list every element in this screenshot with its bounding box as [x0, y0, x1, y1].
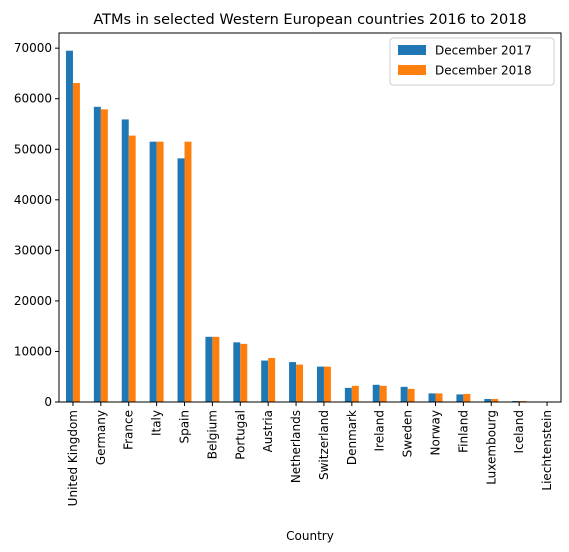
- legend: December 2017 December 2018: [389, 37, 555, 86]
- bar-dec-2018-belgium: [212, 336, 220, 402]
- chart-title: ATMs in selected Western European countr…: [93, 12, 526, 28]
- y-tick-label: 30000: [14, 243, 52, 257]
- bar-dec-2017-spain: [177, 158, 185, 402]
- y-tick-label: 60000: [14, 92, 52, 106]
- bar-dec-2018-france: [128, 135, 136, 402]
- bar-dec-2017-austria: [261, 360, 269, 402]
- bar-dec-2018-norway: [435, 393, 443, 402]
- bar-dec-2018-italy: [156, 141, 164, 402]
- x-tick-label: Belgium: [205, 410, 219, 459]
- x-tick-label: Denmark: [345, 410, 359, 465]
- bar-dec-2018-spain: [184, 141, 192, 402]
- x-tick-label: Portugal: [233, 410, 247, 460]
- y-tick-label: 50000: [14, 142, 52, 156]
- bar-dec-2017-iceland: [512, 400, 520, 402]
- plot-frame: [58, 32, 562, 403]
- x-tick-label: Netherlands: [289, 410, 303, 483]
- y-tick-label: 10000: [14, 344, 52, 358]
- legend-swatch-dec-2017: [398, 45, 426, 55]
- bar-dec-2017-finland: [456, 394, 464, 402]
- x-tick-label: Finland: [456, 410, 470, 453]
- bar-dec-2018-portugal: [240, 343, 248, 402]
- x-tick-label: Spain: [178, 410, 192, 444]
- bar-dec-2017-switzerland: [316, 366, 324, 402]
- y-tick-label: 20000: [14, 294, 52, 308]
- x-tick-label: Norway: [429, 410, 443, 456]
- y-axis: 0 10000 20000 30000 40000 50000 60000 70000: [14, 41, 59, 409]
- x-tick-label: Sweden: [401, 410, 415, 457]
- bar-dec-2017-sweden: [400, 386, 408, 402]
- x-tick-label: Liechtenstein: [540, 410, 554, 491]
- legend-box: [389, 37, 555, 86]
- bar-dec-2018-finland: [463, 393, 471, 402]
- bar-dec-2018-united-kingdom: [72, 83, 80, 402]
- bar-dec-2018-ireland: [379, 385, 387, 402]
- bar-dec-2018-iceland: [519, 400, 527, 402]
- x-tick-label: United Kingdom: [66, 410, 80, 506]
- x-tick-label: Italy: [150, 410, 164, 436]
- bar-dec-2017-norway: [428, 393, 436, 402]
- bar-dec-2018-sweden: [407, 388, 415, 402]
- x-tick-label: Austria: [261, 410, 275, 452]
- legend-label-dec-2018: December 2018: [435, 64, 532, 78]
- x-tick-label: France: [122, 410, 136, 450]
- x-axis-label: Country: [286, 529, 334, 543]
- x-tick-label: Iceland: [512, 410, 526, 453]
- x-axis: United Kingdom Germany France Italy Spain Bel…: [66, 402, 554, 506]
- x-tick-label: Switzerland: [317, 410, 331, 480]
- bars-group: [65, 50, 555, 403]
- bar-dec-2018-netherlands: [296, 364, 304, 402]
- y-tick-label: 70000: [14, 41, 52, 55]
- legend-swatch-dec-2018: [398, 65, 426, 75]
- bar-dec-2017-united-kingdom: [65, 50, 73, 403]
- x-tick-label: Luxembourg: [484, 410, 498, 485]
- bar-dec-2017-italy: [149, 141, 157, 402]
- bar-dec-2018-germany: [100, 109, 108, 403]
- legend-label-dec-2017: December 2017: [435, 44, 532, 58]
- bar-dec-2017-portugal: [233, 342, 241, 402]
- bar-dec-2017-denmark: [344, 387, 352, 402]
- bar-dec-2018-denmark: [351, 385, 359, 402]
- bar-dec-2018-luxembourg: [491, 398, 499, 402]
- bar-dec-2017-luxembourg: [484, 398, 492, 402]
- bar-dec-2017-netherlands: [289, 362, 297, 402]
- x-tick-label: Germany: [94, 410, 108, 465]
- bar-dec-2018-austria: [268, 358, 276, 402]
- y-tick-label: 0: [44, 395, 52, 409]
- x-tick-label: Ireland: [373, 410, 387, 452]
- bar-dec-2017-belgium: [205, 336, 213, 402]
- bar-dec-2017-france: [121, 119, 129, 403]
- bar-dec-2018-switzerland: [323, 366, 331, 402]
- bar-dec-2017-ireland: [372, 384, 380, 402]
- y-tick-label: 40000: [14, 193, 52, 207]
- bar-dec-2017-germany: [93, 106, 101, 403]
